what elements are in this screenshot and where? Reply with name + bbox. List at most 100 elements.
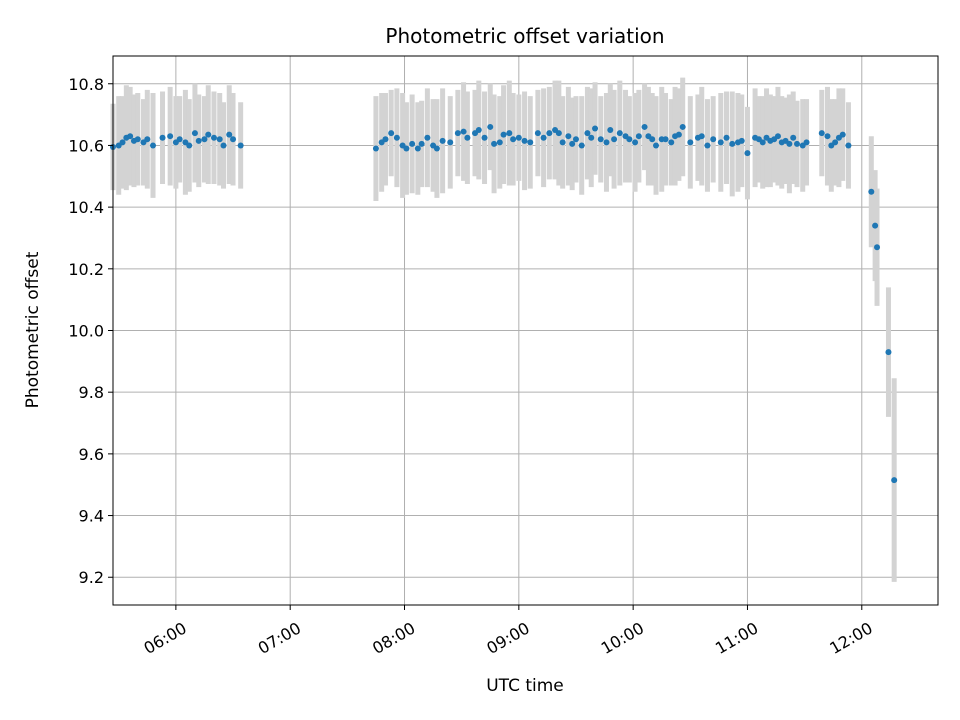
data-point xyxy=(500,131,507,138)
data-point xyxy=(510,136,517,143)
data-point xyxy=(597,136,604,143)
y-tick-label: 9.8 xyxy=(79,383,104,402)
data-point xyxy=(418,140,425,147)
data-point xyxy=(201,136,208,143)
data-point xyxy=(481,134,488,141)
data-point xyxy=(611,136,618,143)
data-point xyxy=(433,145,440,152)
data-point xyxy=(127,133,134,140)
data-point xyxy=(592,125,599,132)
data-point xyxy=(794,140,801,147)
data-point xyxy=(559,139,566,146)
data-point xyxy=(868,188,875,195)
y-axis-title: Photometric offset xyxy=(23,251,43,408)
data-point xyxy=(372,145,379,152)
data-point xyxy=(649,136,656,143)
data-point xyxy=(134,136,141,143)
data-point xyxy=(653,142,660,149)
data-point xyxy=(704,142,711,149)
y-tick-label: 10.4 xyxy=(68,198,104,217)
data-point xyxy=(717,139,724,146)
data-point xyxy=(220,142,227,149)
data-point xyxy=(159,134,166,141)
data-point xyxy=(388,130,395,137)
data-point xyxy=(885,349,892,356)
data-point xyxy=(839,131,846,138)
data-point xyxy=(803,139,810,146)
data-point xyxy=(710,136,717,143)
data-point xyxy=(191,130,198,137)
data-point xyxy=(578,142,585,149)
y-tick-label: 9.6 xyxy=(79,445,104,464)
data-point xyxy=(506,130,513,137)
data-point xyxy=(632,139,639,146)
y-tick-label: 10.0 xyxy=(68,322,104,341)
data-point xyxy=(668,139,675,146)
data-point xyxy=(616,130,623,137)
y-tick-label: 10.2 xyxy=(68,260,104,279)
data-point xyxy=(641,123,648,130)
data-point xyxy=(626,136,633,143)
data-point xyxy=(546,130,553,137)
data-point xyxy=(475,127,482,134)
data-point xyxy=(403,145,410,152)
data-point xyxy=(230,136,237,143)
data-point xyxy=(167,133,174,140)
data-point xyxy=(540,134,547,141)
x-axis-title: UTC time xyxy=(486,676,564,696)
data-point xyxy=(786,140,793,147)
data-point xyxy=(679,123,686,130)
y-tick-label: 10.8 xyxy=(68,75,104,94)
data-point xyxy=(824,133,831,140)
data-point xyxy=(569,140,576,147)
data-point xyxy=(534,130,541,137)
data-point xyxy=(210,134,217,141)
data-point xyxy=(186,142,193,149)
data-point xyxy=(790,134,797,141)
data-point xyxy=(176,136,183,143)
data-point xyxy=(729,140,736,147)
data-point xyxy=(738,137,745,144)
data-point xyxy=(572,136,579,143)
data-point xyxy=(662,136,669,143)
data-point xyxy=(521,137,528,144)
data-point xyxy=(393,134,400,141)
data-point xyxy=(237,142,244,149)
data-point xyxy=(675,131,682,138)
data-point xyxy=(226,131,233,138)
data-point xyxy=(698,133,705,140)
data-point xyxy=(588,134,595,141)
data-point xyxy=(515,134,522,141)
y-tick-label: 10.6 xyxy=(68,136,104,155)
data-point xyxy=(496,139,503,146)
data-point xyxy=(414,145,421,152)
data-point xyxy=(487,123,494,130)
data-point xyxy=(424,134,431,141)
data-point xyxy=(872,222,879,229)
data-point xyxy=(195,137,202,144)
chart-title: Photometric offset variation xyxy=(385,24,664,48)
data-point xyxy=(409,140,416,147)
data-point xyxy=(382,136,389,143)
data-point xyxy=(119,139,126,146)
data-point xyxy=(607,127,614,134)
y-axis-ticks: 9.2 9.4 9.6 9.8 10.0 10.2 10.4 10.6 10.8 xyxy=(68,75,113,587)
data-point xyxy=(460,128,467,135)
data-point xyxy=(687,139,694,146)
data-point xyxy=(759,139,766,146)
data-point xyxy=(144,136,151,143)
data-point xyxy=(454,130,461,137)
data-point xyxy=(439,137,446,144)
data-point xyxy=(818,130,825,137)
data-point xyxy=(744,150,751,157)
data-point xyxy=(216,136,223,143)
data-point xyxy=(555,130,562,137)
data-point xyxy=(584,130,591,137)
data-point xyxy=(891,477,898,484)
y-tick-label: 9.4 xyxy=(79,507,104,526)
data-point xyxy=(447,139,454,146)
data-point xyxy=(527,139,534,146)
data-point xyxy=(150,142,157,149)
data-points xyxy=(110,123,898,484)
